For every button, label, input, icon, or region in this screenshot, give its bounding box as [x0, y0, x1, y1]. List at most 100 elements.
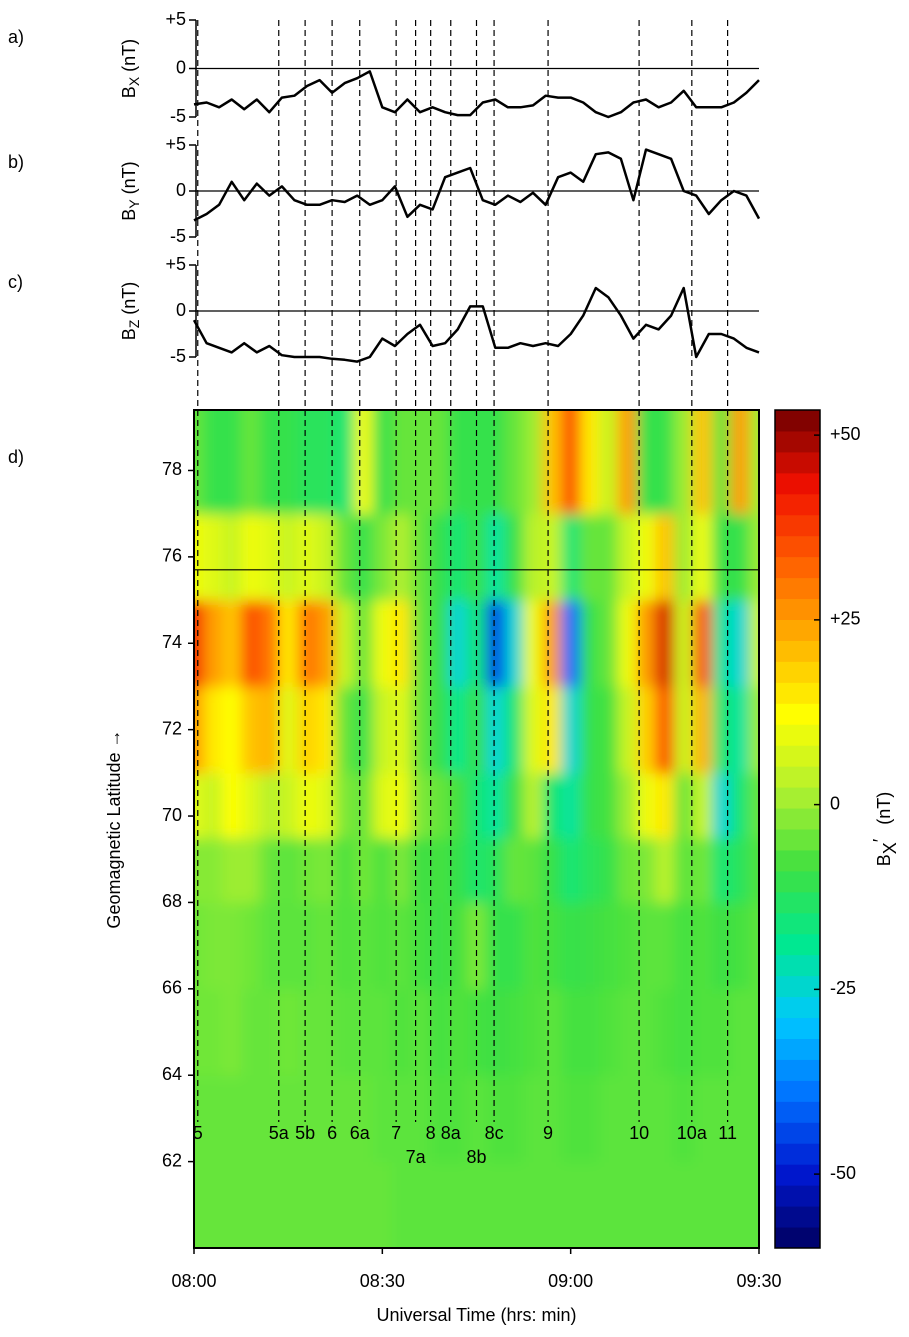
heatmap-cell [429, 837, 449, 903]
heatmap-cell [523, 772, 543, 839]
heatmap-cell [203, 1161, 223, 1247]
colorbar-label-mark: ′ [870, 838, 890, 842]
colorbar-label: BX′ (nT) [870, 792, 900, 866]
heatmap-cell [636, 686, 656, 774]
y-label-unit: (nT) [119, 161, 139, 194]
heatmap-cell [335, 513, 355, 601]
heatmap-cell [504, 1161, 525, 1247]
heatmap-cell [203, 837, 223, 903]
heatmap-cell [410, 600, 430, 687]
heatmap-cell [297, 686, 317, 774]
heatmap-cell [711, 1075, 732, 1163]
heatmap-cell [617, 600, 638, 687]
heatmap-cell [278, 600, 299, 687]
heatmap-cell [222, 513, 242, 601]
heatmap-cell [561, 772, 581, 839]
heatmap-cell [391, 902, 412, 990]
heatmap-cell [222, 411, 242, 515]
heatmap-cell [711, 686, 732, 774]
heatmap-cell [335, 988, 355, 1076]
heatmap-cell [278, 1075, 299, 1163]
event-label: 6a [350, 1123, 371, 1143]
y-tick-label: 68 [162, 891, 182, 911]
heatmap-cell [674, 411, 694, 515]
heatmap-cell [542, 513, 562, 601]
heatmap-cell [222, 686, 242, 774]
heatmap-cell [278, 837, 299, 903]
heatmap-cell [448, 902, 468, 990]
heatmap-cell [354, 1075, 374, 1163]
y-tick-label: 66 [162, 978, 182, 998]
heatmap-cell [749, 837, 758, 903]
heatmap-cell [655, 837, 675, 903]
event-label: 9 [543, 1123, 553, 1143]
heatmap-cell [711, 988, 732, 1076]
heatmap-cell [655, 902, 675, 990]
heatmap-cell [195, 686, 204, 774]
heatmap-cell [504, 600, 525, 687]
heatmap-cell [580, 837, 600, 903]
y-tick-label: +5 [165, 9, 186, 29]
heatmap-cell [222, 600, 242, 687]
heatmap-cell [259, 686, 280, 774]
panel-label: b) [8, 152, 24, 172]
heatmap-cell [391, 411, 412, 515]
heatmap-cell [278, 1161, 299, 1247]
colorbar-band [775, 1017, 820, 1039]
heatmap-cell [561, 513, 581, 601]
colorbar-band [775, 787, 820, 809]
colorbar-band [775, 1143, 820, 1165]
colorbar-band [775, 451, 820, 474]
heatmap-cell [259, 411, 280, 515]
heatmap-cell [655, 988, 675, 1076]
heatmap-cell [372, 772, 393, 839]
y-tick-label: 78 [162, 459, 182, 479]
x-tick-label: 08:30 [360, 1271, 405, 1291]
colorbar-band [775, 598, 820, 620]
colorbar-band [775, 870, 820, 893]
event-label: 6 [327, 1123, 337, 1143]
colorbar-band [775, 661, 820, 683]
x-axis-label: Universal Time (hrs: min) [376, 1305, 576, 1325]
heatmap-cell [316, 411, 336, 515]
heatmap-cell [693, 1161, 713, 1247]
heatmap-cell [391, 1161, 412, 1247]
colorbar-label-unit: (nT) [874, 792, 894, 825]
heatmap-cell [485, 772, 506, 839]
heatmap-cell [316, 686, 336, 774]
y-tick-label: 72 [162, 718, 182, 738]
y-tick-label: +5 [165, 134, 186, 154]
heatmap-cell [195, 988, 204, 1076]
heatmap-cell [674, 513, 694, 601]
heatmap-cell [523, 988, 543, 1076]
heatmap-cell [636, 902, 656, 990]
heatmap-cell [335, 837, 355, 903]
heatmap-cell [259, 902, 280, 990]
heatmap-cell [711, 772, 732, 839]
y-label-unit: (nT) [119, 282, 139, 315]
heatmap-cell [523, 513, 543, 601]
colorbar-band [775, 640, 820, 662]
colorbar-band [775, 1185, 820, 1207]
heatmap-cell [655, 513, 675, 601]
heatmap-cell [674, 772, 694, 839]
heatmap-cell [693, 988, 713, 1076]
heatmap-cell [730, 686, 751, 774]
y-tick-label: 0 [176, 57, 186, 77]
heatmap-cell [693, 837, 713, 903]
data-line [192, 286, 760, 363]
y-tick-label: 74 [162, 632, 182, 652]
heatmap-cell [448, 988, 468, 1076]
heatmap-cell [259, 513, 280, 601]
colorbar-band [775, 556, 820, 579]
colorbar-band [775, 829, 820, 851]
y-tick-label: +5 [165, 254, 186, 274]
heatmap-cell [241, 1075, 261, 1163]
heatmap-cell [523, 686, 543, 774]
heatmap-cell [485, 902, 506, 990]
heatmap-cell [354, 988, 374, 1076]
heatmap-cell [655, 1075, 675, 1163]
heatmap-cell [429, 988, 449, 1076]
heatmap-cell [693, 686, 713, 774]
heatmap-cell [655, 686, 675, 774]
